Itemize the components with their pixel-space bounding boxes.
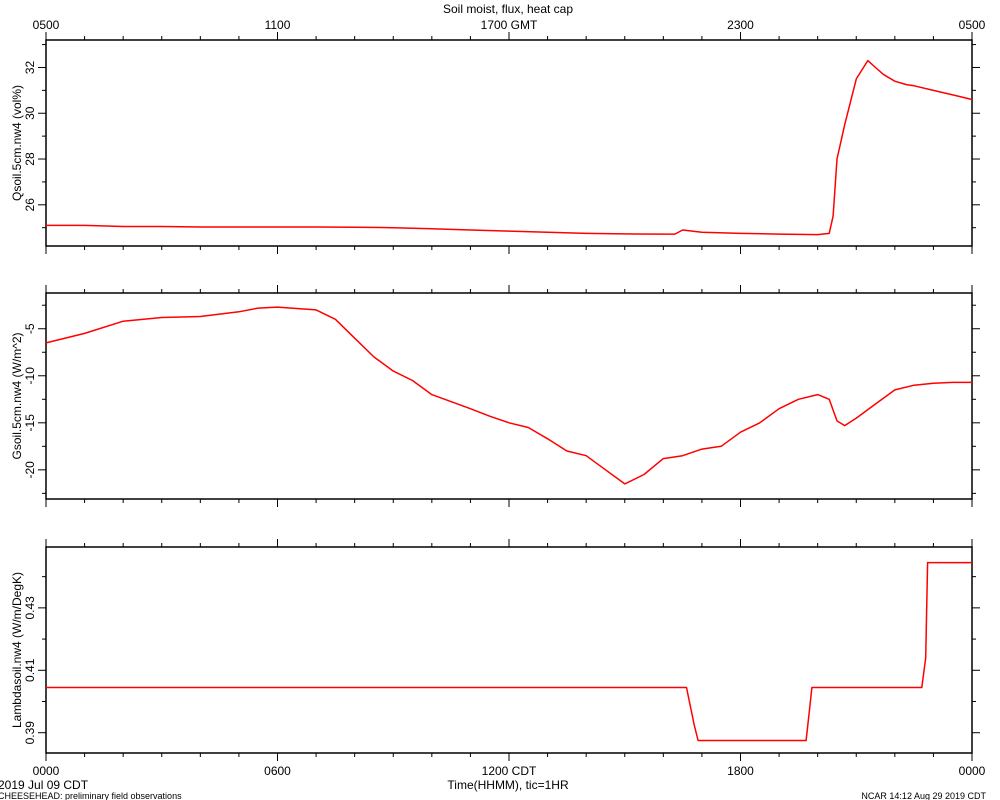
y-tick-label: -10 [23,367,37,385]
top-tick-label: 1100 [265,18,291,32]
footer-project: CHEESEHEAD: preliminary field observatio… [0,791,182,800]
panel-frame [45,292,973,500]
series-line [46,561,972,742]
series-line [45,306,972,485]
y-tick-label: 30 [23,106,37,120]
footer-stamp: NCAR 14:12 Aug 29 2019 CDT [861,791,986,800]
bottom-tick-label: 1800 [727,764,754,778]
y-tick-label: -5 [23,323,37,334]
top-tick-label: 0500 [959,18,986,32]
bottom-tick-label: 0000 [959,764,986,778]
y-tick-label: 28 [23,152,37,166]
chart-title: Soil moist, flux, heat cap [443,2,573,16]
bottom-tick-label: 0000 [33,764,60,778]
y-tick-label: 0.39 [23,721,37,745]
bottom-tick-label: 0600 [264,764,291,778]
y-axis-label: Gsoil.5cm.nw4 (W/m^2) [10,333,24,460]
y-tick-label: 0.43 [23,596,37,620]
top-tick-label: 1700 GMT [481,18,538,32]
panel-frame [45,546,973,754]
y-tick-label: 0.41 [23,658,37,682]
y-tick-label: -20 [23,461,37,479]
y-tick-label: 26 [23,198,37,212]
y-tick-label: 32 [23,60,37,74]
x-axis-label: Time(HHMM), tic=1HR [447,778,569,792]
bottom-tick-label: 1200 CDT [482,764,537,778]
top-tick-label: 2300 [727,18,754,32]
y-axis-label: Lambdasoil.nw4 (W/m/DegK) [10,572,24,728]
top-tick-label: 0500 [33,18,60,32]
y-tick-label: -15 [23,414,37,432]
footer-date: 2019 Jul 09 CDT [0,778,89,792]
y-axis-label: Qsoil.5cm.nw4 (vol%) [10,85,24,201]
series-line [46,59,973,236]
